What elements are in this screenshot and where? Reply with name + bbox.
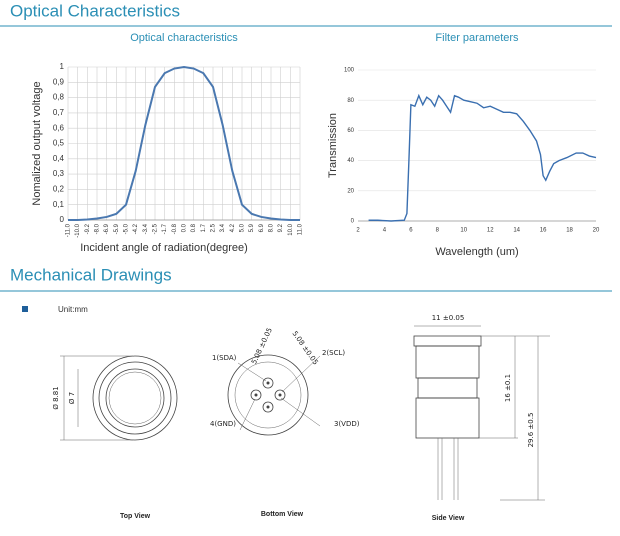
unit-note: Unit:mm — [58, 305, 88, 314]
y-tick-label: 0,5 — [53, 139, 65, 148]
x-tick-label: -6.9 — [104, 223, 110, 234]
data-line — [68, 65, 300, 221]
section-title: Mechanical Drawings — [10, 265, 172, 284]
y-tick-label: 0 — [60, 215, 65, 224]
x-tick-label: 20 — [593, 228, 600, 234]
dimension: 5.08 ±0.05 — [290, 330, 319, 367]
x-axis-label: Incident angle of radiation(degree) — [80, 242, 248, 254]
pin-label: 3(VDD) — [334, 420, 360, 428]
y-tick-label: 80 — [347, 98, 354, 104]
x-tick-label: 0.8 — [191, 223, 197, 232]
x-tick-label: -11.0 — [66, 223, 72, 237]
x-tick-label: -8.0 — [95, 223, 101, 234]
y-tick-label: 0,4 — [53, 154, 65, 163]
y-tick-label: 0,9 — [53, 77, 65, 86]
dimension: Ø 8.81 — [52, 386, 60, 409]
view-label: Side View — [432, 515, 465, 522]
bullet — [22, 306, 28, 312]
x-tick-label: 1.7 — [201, 223, 207, 232]
dimension: 16 ±0.1 — [504, 374, 512, 402]
view-label: Bottom View — [261, 511, 304, 518]
dimension: 11 ±0.05 — [432, 314, 465, 322]
y-tick-label: 0,6 — [53, 123, 65, 132]
data-line — [368, 93, 597, 222]
dimension: 29.6 ±0.5 — [527, 413, 535, 448]
y-tick-label: 0 — [351, 219, 355, 225]
x-tick-label: -5.0 — [124, 223, 130, 234]
pin-label: 2(SCL) — [322, 349, 345, 357]
x-tick-label: 2 — [356, 228, 360, 234]
x-tick-label: 6.9 — [259, 223, 265, 232]
x-tick-label: 14 — [513, 228, 520, 234]
x-tick-label: 11.0 — [298, 223, 304, 235]
x-tick-label: 6 — [409, 228, 413, 234]
x-tick-label: -5.9 — [114, 223, 120, 234]
x-tick-label: -0.8 — [172, 223, 178, 234]
y-tick-label: 100 — [344, 68, 355, 74]
x-tick-label: 16 — [540, 228, 547, 234]
y-tick-label: 0,2 — [53, 185, 65, 194]
x-tick-label: 12 — [487, 228, 494, 234]
y-tick-label: 0,3 — [53, 169, 65, 178]
x-tick-label: -10.0 — [75, 223, 81, 237]
x-tick-label: 10 — [460, 228, 467, 234]
x-tick-label: 9.2 — [278, 223, 284, 232]
y-tick-label: 0,8 — [53, 93, 65, 102]
x-tick-label: 5.0 — [240, 223, 246, 232]
x-tick-label: 4 — [383, 228, 387, 234]
y-tick-label: 0,1 — [53, 200, 65, 209]
chart-title: Filter parameters — [435, 32, 519, 44]
x-tick-label: -1.7 — [162, 223, 168, 234]
top-view: Ø 8.81 Ø 7 Top View — [52, 355, 178, 520]
x-tick-label: 2.5 — [211, 223, 217, 232]
x-tick-label: 0.0 — [182, 223, 188, 232]
view-label: Top View — [120, 513, 151, 520]
y-tick-label: 1 — [60, 62, 65, 71]
x-tick-label: -9.2 — [85, 223, 91, 234]
x-tick-label: 4.2 — [230, 223, 236, 232]
y-axis-label: Transmission — [327, 113, 339, 178]
y-tick-label: 0,7 — [53, 108, 65, 117]
side-view: 11 ±0.05 16 ±0.1 29.6 ±0.5 Side View — [413, 314, 550, 522]
pin-label: 1(SDA) — [212, 354, 237, 362]
x-axis-label: Wavelength (um) — [435, 246, 518, 258]
x-tick-label: -2.5 — [153, 223, 159, 234]
dimension: 5.08 ±0.05 — [250, 327, 274, 366]
x-tick-label: 8.0 — [269, 223, 275, 232]
dimension: Ø 7 — [68, 392, 76, 404]
x-tick-label: 5.9 — [249, 223, 255, 232]
bottom-view: 5.08 ±0.05 5.08 ±0.05 1(SDA) 2(SCL) 3(VD… — [210, 327, 360, 518]
x-tick-label: 8 — [436, 228, 440, 234]
section-title: Optical Characteristics — [10, 1, 180, 20]
y-tick-label: 20 — [347, 188, 354, 194]
x-tick-label: 10.0 — [288, 223, 294, 235]
x-tick-label: -4.2 — [133, 223, 139, 234]
x-tick-label: 3.4 — [220, 223, 226, 232]
y-tick-label: 40 — [347, 158, 354, 164]
chart-title: Optical characteristics — [130, 32, 238, 44]
y-axis-label: Nomalized output voltage — [31, 81, 43, 205]
y-tick-label: 60 — [347, 128, 354, 134]
x-tick-label: 18 — [566, 228, 573, 234]
x-tick-label: -3.4 — [143, 223, 149, 234]
pin-label: 4(GND) — [210, 420, 236, 428]
